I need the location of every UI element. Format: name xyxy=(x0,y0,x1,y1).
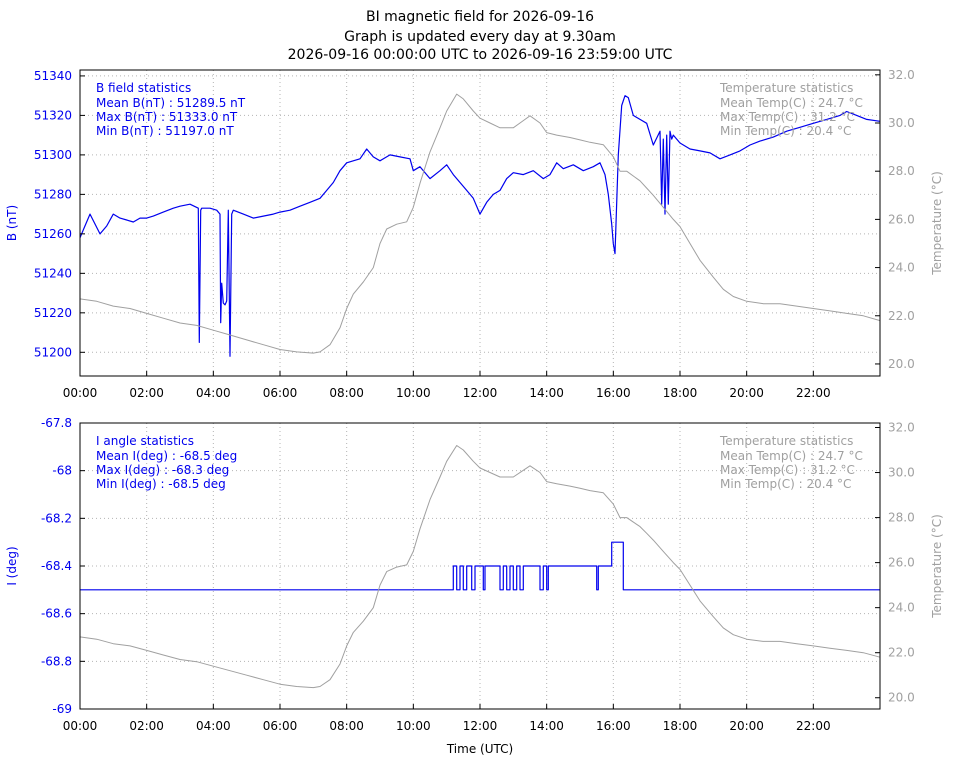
x-tick-label: 06:00 xyxy=(263,719,298,733)
x-tick-label: 20:00 xyxy=(729,386,764,400)
x-tick-label: 16:00 xyxy=(596,719,631,733)
x-tick-label: 08:00 xyxy=(329,386,364,400)
title-line-1: BI magnetic field for 2026-09-16 xyxy=(366,9,594,25)
inclination-panel: 00:00 02:00 04:00 06:00 08:00 10:00 12:00 14:00… xyxy=(5,416,944,756)
gridlines xyxy=(79,70,880,376)
stats-left-line: Min B(nT) : 51197.0 nT xyxy=(96,124,234,138)
stats-right-title: Temperature statistics xyxy=(719,434,853,448)
stats-left-line: Min I(deg) : -68.5 deg xyxy=(96,477,226,491)
y-tick-label: 51280 xyxy=(34,187,72,201)
x-tick-label: 22:00 xyxy=(796,719,831,733)
x-tick-label: 20:00 xyxy=(729,719,764,733)
x-tick-label: 08:00 xyxy=(329,719,364,733)
y-tick-label: -67.8 xyxy=(41,416,72,430)
y-tick-label: -68.6 xyxy=(41,607,72,621)
x-axis: 00:00 02:00 04:00 06:00 08:00 10:00 12:00 14:00… xyxy=(63,704,831,756)
x-tick-label: 16:00 xyxy=(596,386,631,400)
y-tick-label: -68.8 xyxy=(41,654,72,668)
stats-left-line: Mean B(nT) : 51289.5 nT xyxy=(96,96,246,110)
y2-axis-label: Temperature (°C) xyxy=(930,514,944,619)
y-tick-label: -68.2 xyxy=(41,511,72,525)
y2-tick-label: 22.0 xyxy=(888,309,915,323)
y-axis-label: I (deg) xyxy=(5,546,19,585)
y2-tick-label: 24.0 xyxy=(888,601,915,615)
x-tick-label: 22:00 xyxy=(796,386,831,400)
x-tick-label: 18:00 xyxy=(663,719,698,733)
x-tick-label: 06:00 xyxy=(263,386,298,400)
y-axis-right: 20.0 22.0 24.0 26.0 28.0 30.0 32.0 Temperature … xyxy=(875,421,944,705)
y2-axis-label: Temperature (°C) xyxy=(930,171,944,276)
y-tick-label: 51240 xyxy=(34,266,72,280)
title-line-2: Graph is updated every day at 9.30am xyxy=(344,29,616,45)
stats-left-line: Max B(nT) : 51333.0 nT xyxy=(96,110,238,124)
y-tick-label: 51220 xyxy=(34,306,72,320)
y2-tick-label: 28.0 xyxy=(888,511,915,525)
x-tick-label: 04:00 xyxy=(196,386,231,400)
stats-right-line: Mean Temp(C) : 24.7 °C xyxy=(720,96,863,110)
b-field-panel: 00:00 02:00 04:00 06:00 08:00 10:00 12:00 14:00… xyxy=(5,68,944,400)
stats-right-line: Max Temp(C) : 31.2 °C xyxy=(720,463,855,477)
y-tick-label: 51300 xyxy=(34,148,72,162)
y-axis-right: 20.0 22.0 24.0 26.0 28.0 30.0 32.0 Temperature … xyxy=(875,68,944,371)
y2-tick-label: 26.0 xyxy=(888,212,915,226)
temperature-series-line xyxy=(79,93,881,354)
y2-tick-label: 32.0 xyxy=(888,421,915,435)
x-tick-label: 12:00 xyxy=(463,719,498,733)
stats-left-line: Mean I(deg) : -68.5 deg xyxy=(96,449,237,463)
y-tick-label: 51340 xyxy=(34,69,72,83)
stats-left-title: I angle statistics xyxy=(96,434,194,448)
x-tick-label: 00:00 xyxy=(63,719,98,733)
x-tick-label: 14:00 xyxy=(529,386,564,400)
stats-right-line: Max Temp(C) : 31.2 °C xyxy=(720,110,855,124)
x-tick-label: 04:00 xyxy=(196,719,231,733)
x-tick-label: 02:00 xyxy=(129,719,164,733)
stats-right-line: Min Temp(C) : 20.4 °C xyxy=(720,477,851,491)
y2-tick-label: 26.0 xyxy=(888,556,915,570)
stats-right-title: Temperature statistics xyxy=(719,81,853,95)
field-series-line xyxy=(79,95,881,357)
y2-tick-label: 30.0 xyxy=(888,116,915,130)
y2-tick-label: 24.0 xyxy=(888,261,915,275)
y2-tick-label: 32.0 xyxy=(888,68,915,82)
x-tick-label: 10:00 xyxy=(396,386,431,400)
x-tick-label: 00:00 xyxy=(63,386,98,400)
temperature-series-line xyxy=(79,445,881,689)
title-line-3: 2026-09-16 00:00:00 UTC to 2026-09-16 23… xyxy=(288,47,673,63)
x-tick-label: 10:00 xyxy=(396,719,431,733)
y-axis-left: -67.8 -68 -68.2 -68.4 -68.6 -68.8 -69 I (deg) xyxy=(5,416,85,716)
x-tick-label: 14:00 xyxy=(529,719,564,733)
x-axis: 00:00 02:00 04:00 06:00 08:00 10:00 12:00 14:00… xyxy=(63,371,831,400)
field-series-line xyxy=(80,541,880,591)
y-tick-label: 51320 xyxy=(34,108,72,122)
stats-left-line: Max I(deg) : -68.3 deg xyxy=(96,463,229,477)
y-tick-label: -68.4 xyxy=(41,559,72,573)
y2-tick-label: 28.0 xyxy=(888,164,915,178)
y-tick-label: -69 xyxy=(52,702,72,716)
y2-tick-label: 20.0 xyxy=(888,357,915,371)
x-tick-label: 02:00 xyxy=(129,386,164,400)
y-axis-label: B (nT) xyxy=(5,205,19,241)
x-tick-label: 12:00 xyxy=(463,386,498,400)
y-axis-left: 51200 51220 51240 51260 51280 51300 51320 51340… xyxy=(5,69,85,359)
x-tick-label: 18:00 xyxy=(663,386,698,400)
x-axis-label: Time (UTC) xyxy=(446,742,513,756)
y-tick-label: 51200 xyxy=(34,345,72,359)
figure-title: BI magnetic field for 2026-09-16 Graph i… xyxy=(288,9,673,63)
stats-right-line: Mean Temp(C) : 24.7 °C xyxy=(720,449,863,463)
y-tick-label: 51260 xyxy=(34,227,72,241)
y2-tick-label: 22.0 xyxy=(888,646,915,660)
stats-left-title: B field statistics xyxy=(96,81,191,95)
y-tick-label: -68 xyxy=(52,464,72,478)
y2-tick-label: 20.0 xyxy=(888,691,915,705)
stats-right-line: Min Temp(C) : 20.4 °C xyxy=(720,124,851,138)
y2-tick-label: 30.0 xyxy=(888,466,915,480)
